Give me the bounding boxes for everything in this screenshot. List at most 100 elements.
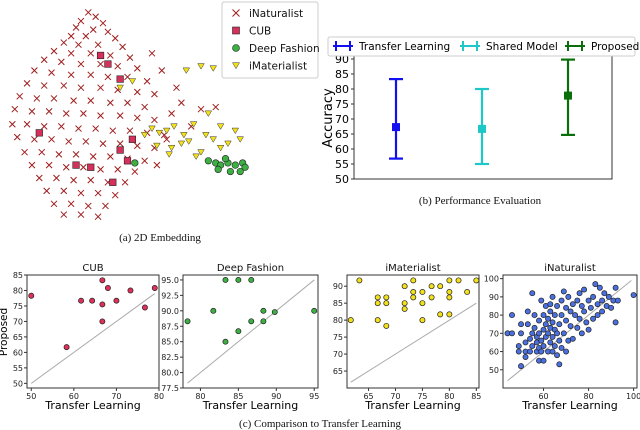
data-point xyxy=(581,286,588,293)
data-point xyxy=(410,294,417,301)
data-point xyxy=(572,312,579,319)
point-square xyxy=(116,146,124,154)
panel-title: CUB xyxy=(82,263,103,274)
data-point xyxy=(594,312,601,319)
data-point xyxy=(127,287,134,294)
data-point xyxy=(347,317,354,324)
point-x xyxy=(168,110,175,117)
data-point xyxy=(560,330,567,337)
data-point xyxy=(608,304,615,311)
data-point xyxy=(222,276,229,283)
scatter-cub: 50 60 70 80 50 55 60 65 70 75 80 85 CUB Transfer Lear… xyxy=(0,263,164,412)
data-point xyxy=(473,277,480,284)
data-point xyxy=(601,290,608,297)
y-tick-label: 90 xyxy=(489,293,499,302)
point-x xyxy=(163,135,171,143)
point-circle xyxy=(226,167,234,176)
data-point xyxy=(428,283,435,290)
point-triangle xyxy=(216,145,225,152)
data-point xyxy=(556,321,563,328)
data-point xyxy=(547,308,554,315)
point-x xyxy=(40,123,48,130)
point-triangle xyxy=(162,127,171,135)
axes-frame xyxy=(502,274,638,389)
point-x xyxy=(92,13,100,21)
point-x xyxy=(50,47,58,55)
data-point xyxy=(565,293,572,300)
point-x xyxy=(97,84,104,92)
point-x xyxy=(212,103,220,111)
point-x xyxy=(67,49,75,57)
data-point xyxy=(383,294,390,301)
data-point xyxy=(383,322,390,329)
y-tick-label: 82.5 xyxy=(161,353,179,362)
point-x xyxy=(133,88,141,96)
point-circle xyxy=(241,163,249,171)
y-tick-label: 75 xyxy=(335,98,349,111)
y-tick-label: 75 xyxy=(13,302,23,311)
data-point xyxy=(574,324,581,331)
point-x xyxy=(94,189,102,197)
data-point xyxy=(614,297,621,304)
data-point xyxy=(522,339,529,346)
point-x xyxy=(151,90,158,98)
point-x xyxy=(38,148,46,156)
point-x xyxy=(77,84,85,92)
point-x xyxy=(104,73,112,81)
data-point xyxy=(104,285,111,291)
point-x xyxy=(23,80,31,87)
point-x xyxy=(87,49,95,57)
point-triangle xyxy=(236,136,244,143)
data-point xyxy=(540,312,547,319)
point-triangle xyxy=(140,132,149,139)
data-point xyxy=(569,301,576,308)
point-x xyxy=(114,166,122,173)
point-x xyxy=(57,123,65,130)
y-tick-label: 85 xyxy=(13,271,23,280)
data-point xyxy=(428,294,435,301)
point-x xyxy=(87,71,95,79)
point-triangle xyxy=(224,140,232,148)
y-tick-label: 55 xyxy=(335,158,349,171)
point-x xyxy=(21,148,28,156)
data-point xyxy=(99,318,106,325)
point-circle xyxy=(214,165,222,173)
point-x xyxy=(232,9,240,17)
data-point xyxy=(540,326,547,333)
y-tick-label: 85 xyxy=(335,68,349,81)
point-x xyxy=(48,69,55,77)
y-tick-label: 50 xyxy=(335,173,349,186)
point-x xyxy=(40,82,48,89)
data-point xyxy=(545,330,551,337)
data-point xyxy=(540,357,547,364)
data-point xyxy=(410,277,417,284)
point-square xyxy=(128,135,137,143)
point-x xyxy=(133,114,141,122)
point-x xyxy=(11,105,19,113)
data-point xyxy=(567,323,574,329)
point-x xyxy=(94,213,102,221)
point-x xyxy=(13,133,21,141)
data-point xyxy=(419,317,426,324)
scatter-deep-fashion: 80 85 90 95 77.5 80.0 82.5 85.0 87.5 90.0 92.5 95.0… xyxy=(161,263,319,412)
point-x xyxy=(77,60,85,68)
point-x xyxy=(50,200,58,208)
data-point xyxy=(235,276,242,283)
legend-label: Deep Fashion xyxy=(249,43,320,55)
y-tick-label: 80 xyxy=(333,316,343,325)
data-point xyxy=(549,319,556,326)
point-x xyxy=(94,41,102,49)
data-point xyxy=(141,304,148,311)
point-x xyxy=(77,211,85,218)
y-tick-label: 80.0 xyxy=(161,369,179,378)
point-x xyxy=(153,161,161,169)
point-x xyxy=(75,125,82,132)
y-tick-label: 70 xyxy=(333,350,343,359)
data-point xyxy=(556,361,563,368)
axes-frame xyxy=(182,274,319,389)
point-square xyxy=(116,75,124,83)
point-x xyxy=(77,17,85,25)
x-tick-label: 80 xyxy=(195,392,205,401)
x-tick-label: 70 xyxy=(111,392,121,401)
point-x xyxy=(102,202,109,210)
